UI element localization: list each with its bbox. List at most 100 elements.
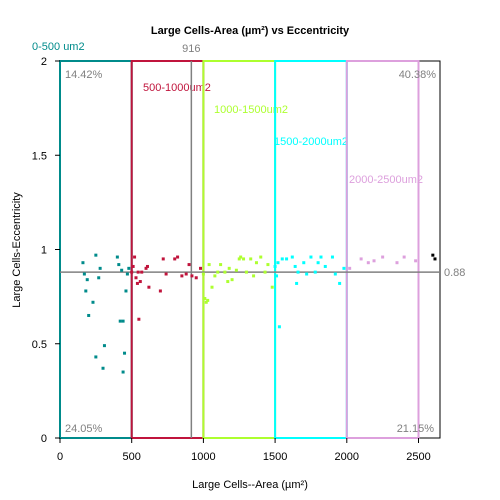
points-layer bbox=[81, 253, 437, 374]
quadrant-bottom-left-percent: 24.05% bbox=[65, 423, 103, 435]
data-point bbox=[338, 281, 342, 285]
data-point bbox=[290, 255, 294, 259]
data-point bbox=[135, 281, 139, 285]
data-point bbox=[127, 266, 131, 270]
data-point bbox=[330, 255, 334, 259]
data-point bbox=[333, 272, 337, 276]
data-point bbox=[124, 289, 128, 293]
data-point bbox=[199, 266, 203, 270]
data-point bbox=[285, 257, 289, 261]
data-point bbox=[239, 255, 243, 259]
data-point bbox=[431, 253, 435, 257]
data-point bbox=[82, 272, 86, 276]
quadrant-layer: 916 0.88 14.42% 40.38% 24.05% 21.15% bbox=[60, 43, 465, 438]
data-point bbox=[134, 276, 138, 280]
y-tick-label: 0 bbox=[41, 433, 47, 445]
data-point bbox=[254, 261, 258, 265]
gate-rect bbox=[345, 60, 420, 439]
data-point bbox=[276, 261, 280, 265]
data-point bbox=[366, 261, 370, 265]
data-point bbox=[161, 257, 165, 261]
y-tick-label: 1.5 bbox=[32, 150, 47, 162]
x-threshold-label: 916 bbox=[182, 43, 200, 55]
data-point bbox=[184, 272, 188, 276]
y-tick-label: 2 bbox=[41, 56, 47, 68]
data-point bbox=[140, 270, 144, 274]
data-point bbox=[316, 261, 320, 265]
data-point bbox=[118, 319, 122, 323]
data-point bbox=[201, 272, 205, 276]
data-point bbox=[145, 264, 149, 268]
data-point bbox=[133, 255, 137, 259]
data-point bbox=[348, 266, 352, 270]
data-point bbox=[84, 289, 88, 293]
data-point bbox=[94, 253, 98, 257]
quadrant-top-left-percent: 14.42% bbox=[65, 69, 103, 81]
data-point bbox=[242, 257, 246, 261]
data-point bbox=[323, 264, 327, 268]
data-point bbox=[158, 289, 162, 293]
data-point bbox=[176, 255, 180, 259]
data-point bbox=[194, 276, 198, 280]
gate-label: 500-1000um2 bbox=[143, 82, 211, 94]
gate-label: 2000-2500um2 bbox=[349, 174, 423, 186]
data-point bbox=[138, 280, 142, 284]
data-point bbox=[237, 257, 241, 261]
gate-label: 1000-1500um2 bbox=[214, 104, 288, 116]
data-point bbox=[190, 274, 194, 278]
data-point bbox=[244, 270, 248, 274]
data-point bbox=[277, 325, 281, 329]
y-tick-label: 1 bbox=[41, 245, 47, 257]
data-point bbox=[359, 257, 363, 261]
data-point bbox=[414, 259, 418, 263]
data-point bbox=[293, 264, 297, 268]
data-point bbox=[302, 261, 306, 265]
data-point bbox=[319, 255, 323, 259]
data-point bbox=[98, 266, 102, 270]
data-point bbox=[295, 281, 299, 285]
x-axis-label: Large Cells--Area (µm²) bbox=[192, 479, 308, 491]
data-point bbox=[206, 298, 210, 302]
data-point bbox=[121, 319, 125, 323]
data-point bbox=[381, 255, 385, 259]
data-point bbox=[123, 351, 127, 355]
data-point bbox=[296, 270, 300, 274]
y-tick-label: 0.5 bbox=[32, 339, 47, 351]
data-point bbox=[164, 272, 168, 276]
x-tick-label: 2000 bbox=[335, 451, 359, 463]
data-point bbox=[275, 274, 279, 278]
gate-rect bbox=[274, 60, 348, 439]
quadrant-bottom-right-percent: 21.15% bbox=[397, 423, 435, 435]
data-point bbox=[372, 259, 376, 263]
gate-label: 1500-2000um2 bbox=[274, 136, 348, 148]
chart-title: Large Cells-Area (µm²) vs Eccentricity bbox=[151, 25, 350, 37]
data-point bbox=[313, 270, 317, 274]
data-point bbox=[144, 266, 148, 270]
data-point bbox=[81, 261, 85, 265]
data-point bbox=[87, 313, 91, 317]
y-threshold-label: 0.88 bbox=[444, 267, 465, 279]
data-point bbox=[131, 264, 135, 268]
data-point bbox=[102, 344, 106, 348]
data-point bbox=[342, 266, 346, 270]
data-point bbox=[223, 270, 227, 274]
data-point bbox=[249, 257, 253, 261]
data-point bbox=[213, 274, 217, 278]
gate-rect bbox=[130, 60, 205, 439]
data-point bbox=[227, 266, 231, 270]
data-point bbox=[115, 255, 119, 259]
data-point bbox=[273, 264, 277, 268]
data-point bbox=[101, 366, 105, 370]
data-point bbox=[216, 270, 220, 274]
data-point bbox=[173, 257, 177, 261]
data-point bbox=[120, 268, 124, 272]
quadrant-top-right-percent: 40.38% bbox=[399, 69, 437, 81]
data-point bbox=[280, 257, 284, 261]
data-point bbox=[207, 263, 211, 267]
gate-label: 0-500 um2 bbox=[32, 41, 85, 53]
data-point bbox=[395, 261, 399, 265]
data-point bbox=[252, 274, 256, 278]
